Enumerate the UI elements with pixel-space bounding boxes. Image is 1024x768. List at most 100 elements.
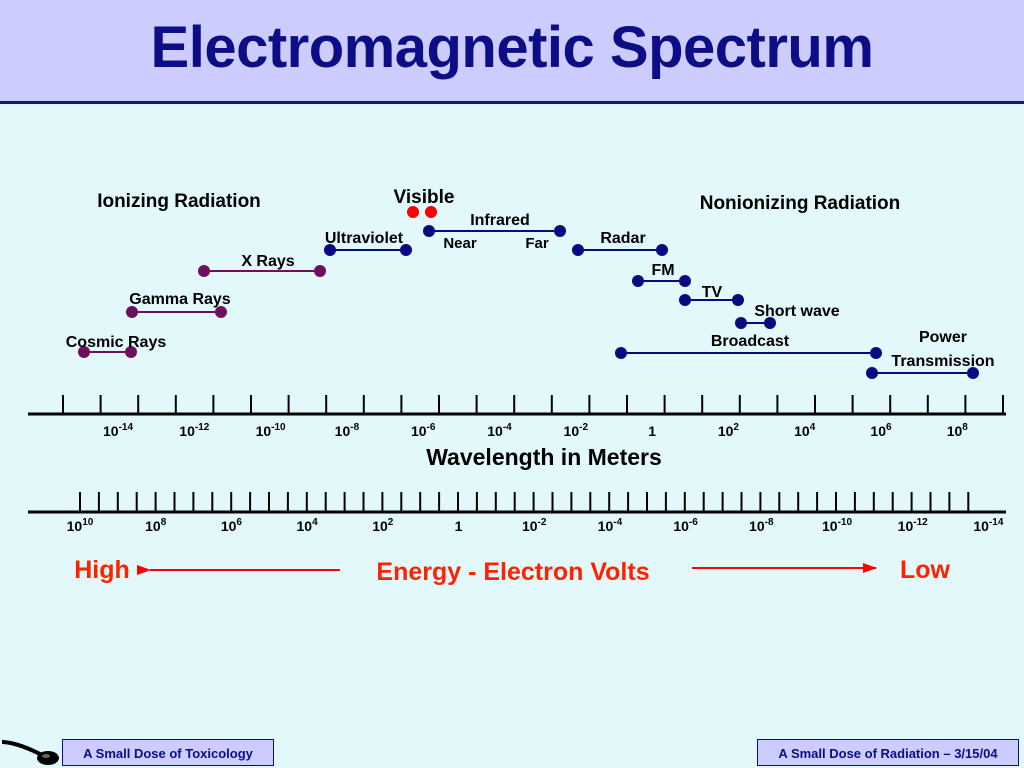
tick-base: 10	[973, 518, 989, 534]
tick-exponent: 6	[886, 422, 892, 433]
nonionizing-heading: Nonionizing Radiation	[700, 193, 901, 214]
tick-label: 108	[947, 422, 969, 439]
tick-exponent: 10	[82, 517, 94, 528]
tick-label: 1	[455, 518, 463, 534]
tick-base: 10	[718, 423, 734, 439]
energy-axis-label: Energy - Electron Volts	[376, 558, 649, 586]
label-tv: TV	[702, 284, 723, 301]
band-broadcast	[615, 347, 882, 359]
tick-label: 10-2	[522, 517, 547, 534]
tick-base: 10	[487, 423, 503, 439]
tick-label: 10-4	[598, 517, 623, 534]
label-infrared: Infrared	[470, 212, 530, 229]
tick-base: 1	[455, 518, 463, 534]
band-fm	[632, 275, 691, 287]
ionizing-heading: Ionizing Radiation	[97, 191, 261, 212]
tick-label: 10-12	[898, 517, 928, 534]
tick-label: 102	[372, 517, 394, 534]
tick-exponent: -8	[765, 517, 774, 528]
tick-label: 1	[648, 423, 656, 439]
label-radar: Radar	[600, 230, 645, 247]
tick-exponent: -2	[538, 517, 547, 528]
label-broadcast: Broadcast	[711, 333, 790, 350]
wavelength-axis: 10-14 10-12 10-10 10-8 10-6 10-4 10-2 1 102 104 10…	[28, 395, 1006, 439]
tick-label: 108	[145, 517, 167, 534]
label-short-wave: Short wave	[754, 303, 839, 320]
label-transmission: Transmission	[891, 353, 994, 370]
tick-exponent: 8	[962, 422, 968, 433]
tick-base: 10	[598, 518, 614, 534]
tick-label: 10-6	[673, 517, 698, 534]
tick-base: 10	[522, 518, 538, 534]
tick-base: 10	[103, 423, 119, 439]
tick-exponent: -8	[350, 422, 359, 433]
label-fm: FM	[651, 262, 674, 279]
tick-exponent: -4	[503, 422, 512, 433]
footer-left: A Small Dose of Toxicology	[62, 739, 274, 766]
tick-exponent: -10	[838, 517, 853, 528]
tick-label: 106	[221, 517, 243, 534]
tick-exponent: 6	[236, 517, 242, 528]
tick-base: 10	[870, 423, 886, 439]
label-ultraviolet: Ultraviolet	[325, 230, 404, 247]
tick-base: 10	[145, 518, 161, 534]
band-x-rays	[198, 265, 326, 277]
tick-exponent: -10	[271, 422, 286, 433]
tick-exponent: 2	[388, 517, 394, 528]
band-radar	[572, 244, 668, 256]
tick-base: 10	[564, 423, 580, 439]
tick-label: 10-6	[411, 422, 436, 439]
tick-base: 10	[898, 518, 914, 534]
tick-label: 106	[870, 422, 892, 439]
tick-base: 10	[794, 423, 810, 439]
tick-exponent: 2	[733, 422, 739, 433]
band-gamma-rays	[126, 306, 227, 318]
tick-label: 10-2	[564, 422, 589, 439]
tick-base: 10	[335, 423, 351, 439]
label-x-rays: X Rays	[241, 253, 294, 270]
tick-base: 10	[67, 518, 83, 534]
tick-label: 1010	[67, 517, 94, 534]
band-short-wave	[735, 317, 776, 329]
tick-exponent: -6	[689, 517, 698, 528]
energy-low-label: Low	[900, 556, 951, 584]
tick-base: 10	[221, 518, 237, 534]
tick-exponent: -12	[195, 422, 210, 433]
tick-base: 10	[179, 423, 195, 439]
label-visible: Visible	[394, 187, 455, 208]
band-power-transmission	[866, 367, 979, 379]
label-gamma-rays: Gamma Rays	[129, 291, 230, 308]
spoon-icon	[2, 740, 59, 765]
tick-exponent: 4	[810, 422, 816, 433]
label-cosmic-rays: Cosmic Rays	[66, 334, 167, 351]
footer-right: A Small Dose of Radiation – 3/15/04	[757, 739, 1019, 766]
tick-label: 104	[297, 517, 319, 534]
tick-label: 10-8	[749, 517, 774, 534]
band-infrared	[423, 225, 566, 237]
tick-exponent: -14	[989, 517, 1004, 528]
tick-base: 10	[411, 423, 427, 439]
tick-base: 10	[822, 518, 838, 534]
tick-base: 10	[256, 423, 272, 439]
label-power: Power	[919, 329, 967, 346]
tick-exponent: -2	[579, 422, 588, 433]
band-visible	[407, 206, 437, 218]
band-cosmic-rays	[78, 346, 137, 358]
tick-label: 10-14	[103, 422, 133, 439]
label-near: Near	[443, 235, 477, 252]
tick-base: 10	[947, 423, 963, 439]
tick-exponent: -12	[913, 517, 928, 528]
tick-base: 10	[372, 518, 388, 534]
tick-exponent: -6	[427, 422, 436, 433]
wavelength-axis-label: Wavelength in Meters	[426, 444, 662, 470]
tick-base: 10	[673, 518, 689, 534]
band-tv	[679, 294, 744, 306]
tick-base: 1	[648, 423, 656, 439]
tick-base: 10	[297, 518, 313, 534]
tick-label: 102	[718, 422, 740, 439]
tick-label: 10-12	[179, 422, 209, 439]
energy-axis: 1010 108 106 104 102 1 10-2 10-4 10-6 10-8 10-10 10…	[28, 492, 1006, 534]
tick-label: 10-10	[822, 517, 852, 534]
energy-high-label: High	[74, 556, 130, 584]
